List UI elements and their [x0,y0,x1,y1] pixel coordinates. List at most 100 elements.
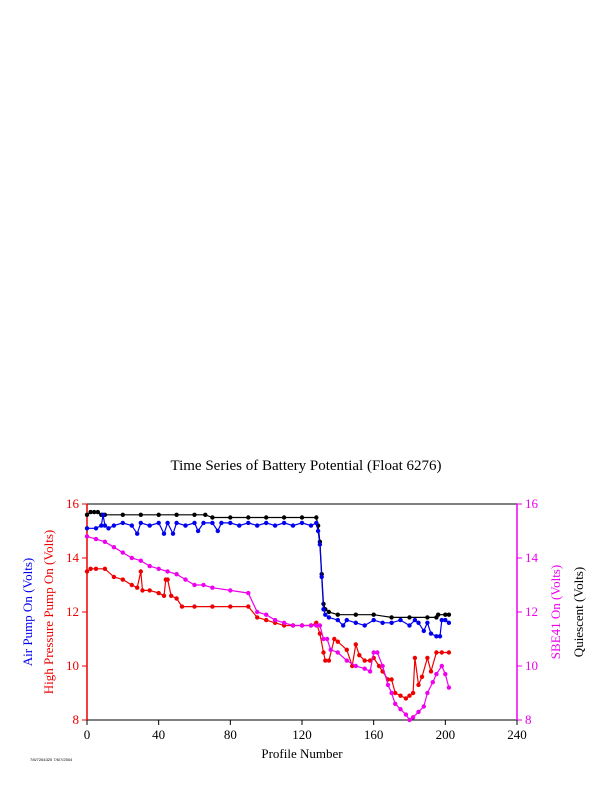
data-point [100,512,106,517]
data-point [421,628,426,634]
data-point [93,536,99,542]
data-point [255,609,260,615]
data-point [344,647,349,652]
right-tick-label: 16 [525,496,539,511]
data-point [389,615,394,620]
data-point [425,620,430,625]
data-point [299,515,305,520]
data-point [120,512,126,517]
data-point [416,620,421,625]
data-point [111,574,117,580]
data-point [314,515,319,520]
data-point [376,663,382,669]
data-point [403,696,409,701]
series-2 [84,566,452,701]
data-point [120,550,126,555]
data-point [419,674,425,679]
data-point [138,512,143,517]
data-point [439,663,444,669]
data-point [410,690,416,696]
x-tick-label: 200 [436,727,456,742]
left-tick-label: 10 [66,658,79,673]
data-point [95,509,101,515]
data-point [93,566,99,571]
data-point [165,577,170,582]
data-point [84,526,90,531]
data-point [161,593,167,598]
data-point [317,623,323,628]
data-point [380,663,385,669]
data-point [353,620,358,625]
data-point [174,572,179,577]
data-point [219,520,224,526]
data-point [428,669,434,674]
data-point [174,596,179,601]
data-point [138,520,143,526]
data-point [412,655,418,661]
right-tick-label: 10 [525,658,538,673]
data-point [255,615,260,620]
data-point [183,523,188,528]
data-point [367,658,373,663]
data-point [210,515,215,520]
data-point [111,523,117,528]
data-point [272,617,278,623]
data-point [192,512,197,517]
data-point [380,620,385,625]
data-point [315,528,321,534]
data-point [341,623,346,628]
data-point [335,617,340,623]
data-point [371,650,376,655]
data-point [425,615,430,620]
data-point [140,588,145,593]
data-point [272,523,278,528]
data-point [326,658,332,663]
series-line [86,568,449,700]
data-point [321,650,326,655]
data-point [371,617,376,623]
data-point [106,526,111,531]
data-point [393,701,398,706]
data-point [353,612,358,617]
x-tick-label: 240 [507,727,527,742]
data-point [129,555,134,561]
data-point [102,539,108,544]
data-point [201,582,206,588]
data-point [398,693,403,698]
data-point [371,612,376,617]
series-line [86,535,450,721]
data-point [138,569,143,574]
data-point [319,574,324,580]
data-point [170,531,176,536]
data-point [430,680,435,685]
data-point [344,658,349,663]
data-point [434,634,439,639]
left-axis: 8 10 12 14 16 [66,496,88,727]
data-point [264,612,269,617]
data-point [135,585,140,590]
data-point [138,558,143,563]
data-point [84,534,90,539]
data-point [210,604,215,609]
x-axis-label: Profile Number [261,746,343,761]
data-point [228,515,233,520]
plot-area [86,503,518,721]
data-point [156,566,161,571]
data-point [102,523,108,528]
footer-stamp: 7/6/7264325 7/6/7/2504 [30,757,73,762]
data-point [290,623,296,628]
data-point [308,523,314,528]
series-1 [84,512,452,639]
data-point [335,612,340,617]
right-axis: 8 10 12 14 16 [516,496,539,727]
data-point [255,523,260,528]
data-point [161,531,167,536]
data-point [111,545,117,550]
data-point [129,523,134,528]
right-tick-label: 8 [525,712,532,727]
data-point [99,523,104,528]
data-point [192,520,197,526]
data-point [264,617,269,623]
data-point [375,650,380,655]
x-tick-label: 0 [84,727,91,742]
